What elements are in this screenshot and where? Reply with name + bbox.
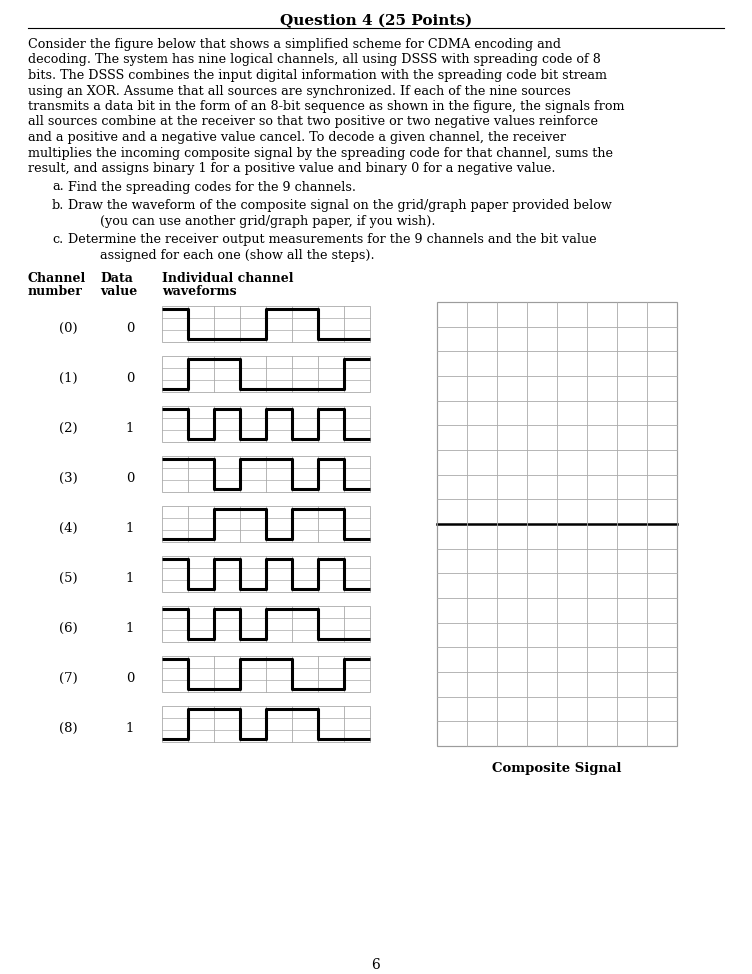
Text: 1: 1 — [126, 621, 134, 634]
Text: number: number — [28, 285, 83, 298]
Bar — [162, 706, 370, 742]
Text: bits. The DSSS combines the input digital information with the spreading code bi: bits. The DSSS combines the input digita… — [28, 69, 607, 82]
Bar — [162, 456, 370, 492]
Text: (3): (3) — [59, 471, 77, 484]
Bar — [437, 302, 677, 746]
Text: waveforms: waveforms — [162, 285, 237, 298]
Text: 0: 0 — [126, 671, 134, 685]
Text: 6: 6 — [371, 958, 381, 972]
Text: (6): (6) — [59, 621, 77, 634]
Text: 0: 0 — [126, 371, 134, 385]
Text: using an XOR. Assume that all sources are synchronized. If each of the nine sour: using an XOR. Assume that all sources ar… — [28, 85, 571, 97]
Text: Draw the waveform of the composite signal on the grid/graph paper provided below: Draw the waveform of the composite signa… — [68, 199, 611, 212]
Text: all sources combine at the receiver so that two positive or two negative values : all sources combine at the receiver so t… — [28, 116, 598, 129]
Text: a.: a. — [52, 180, 64, 194]
Text: transmits a data bit in the form of an 8-bit sequence as shown in the figure, th: transmits a data bit in the form of an 8… — [28, 100, 624, 113]
Text: (7): (7) — [59, 671, 77, 685]
Text: multiplies the incoming composite signal by the spreading code for that channel,: multiplies the incoming composite signal… — [28, 146, 613, 160]
Bar — [162, 506, 370, 542]
Text: and a positive and a negative value cancel. To decode a given channel, the recei: and a positive and a negative value canc… — [28, 131, 566, 144]
Text: 0: 0 — [126, 321, 134, 334]
Text: (8): (8) — [59, 722, 77, 734]
Text: Find the spreading codes for the 9 channels.: Find the spreading codes for the 9 chann… — [68, 180, 356, 194]
Text: value: value — [100, 285, 138, 298]
Text: result, and assigns binary 1 for a positive value and binary 0 for a negative va: result, and assigns binary 1 for a posit… — [28, 162, 556, 175]
Text: Consider the figure below that shows a simplified scheme for CDMA encoding and: Consider the figure below that shows a s… — [28, 38, 561, 51]
Text: 1: 1 — [126, 521, 134, 535]
Text: Question 4 (25 Points): Question 4 (25 Points) — [280, 14, 472, 28]
Text: (you can use another grid/graph paper, if you wish).: (you can use another grid/graph paper, i… — [68, 214, 435, 228]
Text: Data: Data — [100, 272, 133, 285]
Text: 1: 1 — [126, 422, 134, 434]
Text: (1): (1) — [59, 371, 77, 385]
Text: (5): (5) — [59, 572, 77, 584]
Text: (0): (0) — [59, 321, 77, 334]
Text: 0: 0 — [126, 471, 134, 484]
Bar — [162, 656, 370, 692]
Text: (4): (4) — [59, 521, 77, 535]
Text: 1: 1 — [126, 722, 134, 734]
Text: (2): (2) — [59, 422, 77, 434]
Text: assigned for each one (show all the steps).: assigned for each one (show all the step… — [68, 248, 374, 261]
Text: Determine the receiver output measurements for the 9 channels and the bit value: Determine the receiver output measuremen… — [68, 233, 596, 246]
Text: Channel: Channel — [28, 272, 86, 285]
Bar — [162, 556, 370, 592]
Bar — [162, 606, 370, 642]
Text: Composite Signal: Composite Signal — [493, 762, 622, 775]
Bar — [162, 356, 370, 392]
Text: c.: c. — [52, 233, 63, 246]
Text: 1: 1 — [126, 572, 134, 584]
Text: b.: b. — [52, 199, 65, 212]
Bar — [162, 306, 370, 342]
Bar — [162, 406, 370, 442]
Text: decoding. The system has nine logical channels, all using DSSS with spreading co: decoding. The system has nine logical ch… — [28, 54, 601, 66]
Text: Individual channel: Individual channel — [162, 272, 293, 285]
